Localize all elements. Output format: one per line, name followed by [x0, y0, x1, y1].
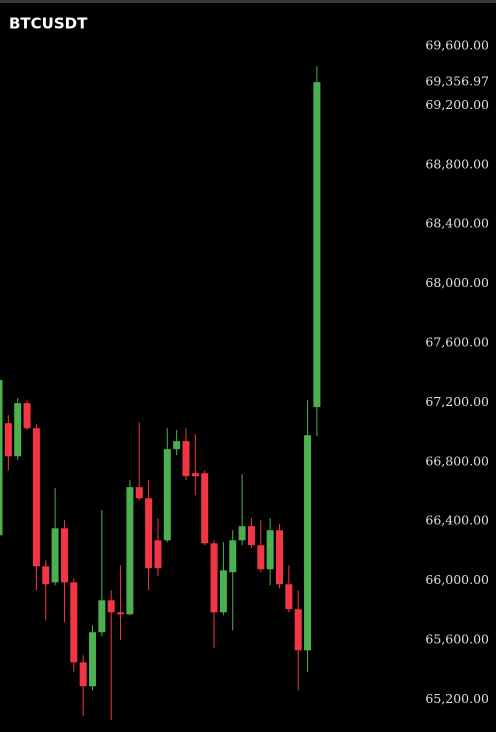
- candle-body: [304, 435, 312, 651]
- candle-body: [135, 487, 143, 499]
- y-tick-label: 66,400.00: [425, 513, 489, 528]
- candle-body: [79, 662, 87, 687]
- candle-body: [210, 543, 218, 613]
- chart-title: BTCUSDT: [9, 15, 88, 33]
- y-tick-label: 67,200.00: [425, 394, 489, 409]
- candle-body: [285, 584, 293, 610]
- candle-body: [294, 609, 302, 651]
- candle-body: [117, 612, 125, 615]
- candle-body: [163, 449, 171, 541]
- candle-body: [173, 441, 181, 450]
- candle-body: [23, 403, 31, 429]
- candle-body: [145, 498, 153, 569]
- candle-body: [0, 380, 3, 536]
- last-price-bg: [420, 73, 494, 92]
- y-tick-label: 66,000.00: [425, 572, 489, 587]
- candle-body: [257, 545, 265, 570]
- candles: [0, 66, 321, 721]
- candle-body: [238, 526, 246, 541]
- candle-body: [98, 600, 106, 633]
- y-tick-label: 65,200.00: [425, 691, 489, 706]
- y-tick-label: 65,600.00: [425, 631, 489, 646]
- price-axis: 69,600.00 69,200.00 68,800.00 68,400.00 68,0…: [420, 38, 494, 706]
- candle-body: [154, 540, 162, 569]
- candle-body: [313, 82, 321, 408]
- candle-body: [70, 582, 78, 663]
- candle-body: [266, 530, 274, 570]
- y-tick-label: 68,400.00: [425, 216, 489, 231]
- candle-body: [182, 441, 190, 477]
- y-tick-label: 66,800.00: [425, 453, 489, 468]
- y-tick-label: 69,600.00: [425, 38, 489, 53]
- candle-body: [32, 428, 40, 567]
- candle-body: [51, 528, 59, 583]
- candle-body: [42, 566, 50, 585]
- candle-body: [89, 632, 96, 687]
- y-tick-label: 68,000.00: [425, 275, 489, 290]
- y-tick-label: 67,600.00: [425, 334, 489, 349]
- candle-body: [14, 403, 22, 457]
- candle-body: [126, 487, 134, 615]
- candle-body: [219, 570, 227, 613]
- candle-body: [4, 423, 12, 457]
- title-bg: [0, 10, 100, 38]
- candle-body: [107, 600, 115, 613]
- candle-body: [229, 540, 237, 573]
- candle-body: [247, 526, 255, 546]
- y-tick-label: 69,200.00: [425, 97, 489, 112]
- candle-body: [276, 530, 283, 585]
- top-border: [0, 0, 496, 3]
- y-tick-label: 68,800.00: [425, 156, 489, 171]
- candle-body: [201, 473, 209, 544]
- candle-body: [191, 473, 199, 477]
- last-price-label: 69,356.97: [425, 74, 489, 89]
- candle-body: [60, 528, 68, 583]
